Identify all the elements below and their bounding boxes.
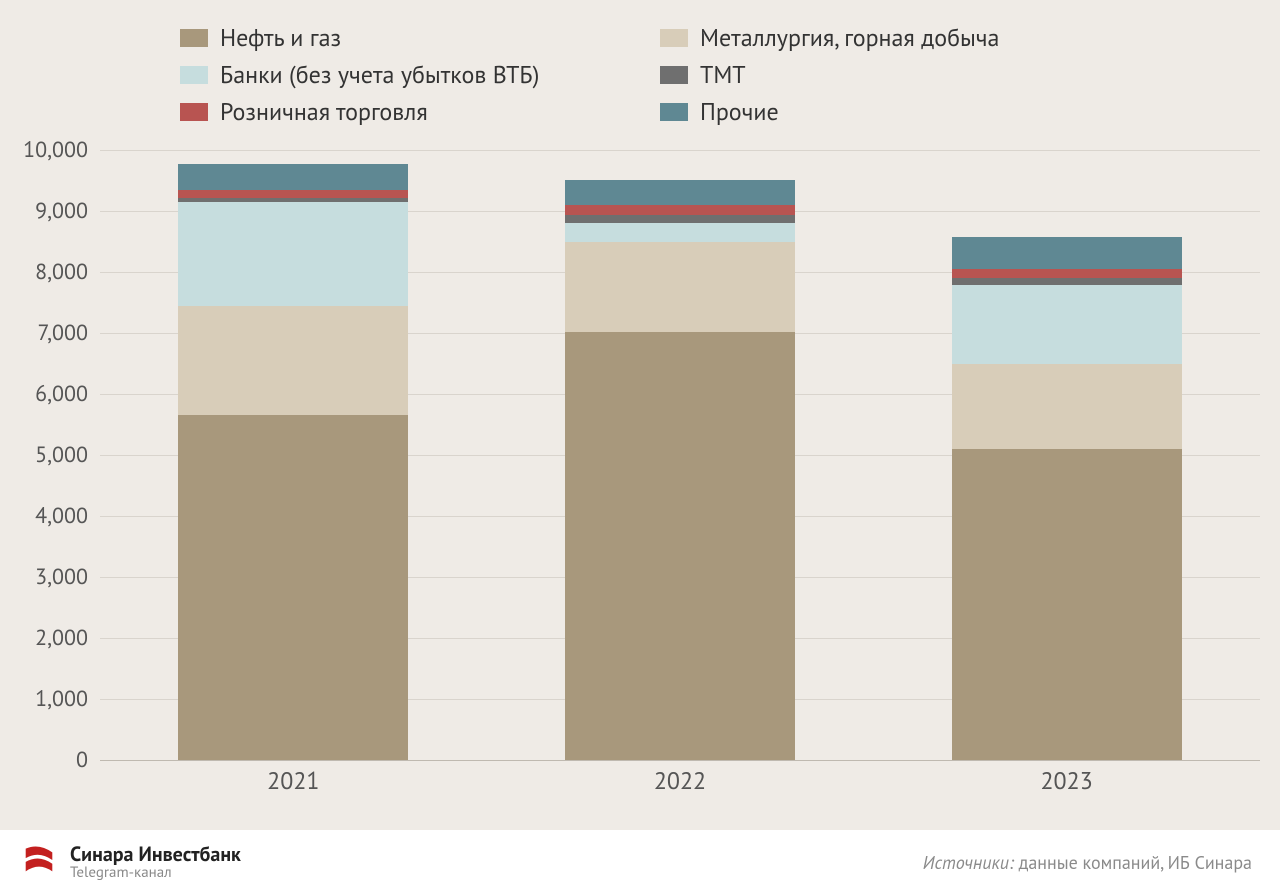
bar-2022 xyxy=(565,180,795,760)
x-label: 2021 xyxy=(178,765,408,796)
brand-name: Синара Инвестбанк xyxy=(70,844,241,865)
x-axis-labels: 2021 2022 2023 xyxy=(100,765,1260,796)
brand-subtitle: Telegram-канал xyxy=(70,865,241,881)
y-tick-label: 4,000 xyxy=(35,502,88,530)
bars-container xyxy=(100,150,1260,760)
plot-area: 01,0002,0003,0004,0005,0006,0007,0008,00… xyxy=(100,150,1260,760)
bar-segment-retail xyxy=(565,205,795,215)
bar-segment-metals xyxy=(952,364,1182,449)
x-label: 2022 xyxy=(565,765,795,796)
legend-item-oil-gas: Нефть и газ xyxy=(180,22,600,53)
bar-segment-metals xyxy=(565,242,795,332)
y-tick-label: 5,000 xyxy=(35,441,88,469)
bar-segment-banks xyxy=(178,202,408,306)
bar-segment-retail xyxy=(178,190,408,199)
legend-label: Розничная торговля xyxy=(220,96,428,127)
legend-item-metals: Металлургия, горная добыча xyxy=(660,22,1140,53)
y-tick-label: 8,000 xyxy=(35,258,88,286)
source-text: данные компаний, ИБ Синара xyxy=(1014,851,1252,874)
bar-segment-banks xyxy=(952,285,1182,363)
legend: Нефть и газ Металлургия, горная добыча Б… xyxy=(180,22,1140,127)
bar-segment-oil_gas xyxy=(178,415,408,760)
bar-segment-oil_gas xyxy=(565,332,795,760)
bar-segment-tmt xyxy=(565,215,795,222)
bar-segment-retail xyxy=(952,269,1182,278)
y-tick-label: 6,000 xyxy=(35,380,88,408)
legend-swatch xyxy=(180,66,208,84)
bar-segment-other xyxy=(952,237,1182,269)
chart: Нефть и газ Металлургия, горная добыча Б… xyxy=(0,0,1280,830)
y-tick-label: 10,000 xyxy=(23,136,88,164)
legend-label: Металлургия, горная добыча xyxy=(700,22,999,53)
y-tick-label: 3,000 xyxy=(35,563,88,591)
legend-swatch xyxy=(660,66,688,84)
gridline xyxy=(100,760,1260,761)
bar-2021 xyxy=(178,164,408,760)
legend-item-banks: Банки (без учета убытков ВТБ) xyxy=(180,59,600,90)
brand-text: Синара Инвестбанк Telegram-канал xyxy=(70,844,241,881)
y-tick-label: 2,000 xyxy=(35,624,88,652)
source-caption: Источники: данные компаний, ИБ Синара xyxy=(923,851,1252,874)
bar-segment-other xyxy=(178,164,408,190)
bar-2023 xyxy=(952,237,1182,760)
y-tick-label: 0 xyxy=(76,746,88,774)
legend-label: Прочие xyxy=(700,96,779,127)
legend-label: Банки (без учета убытков ВТБ) xyxy=(220,59,539,90)
y-tick-label: 7,000 xyxy=(38,319,89,347)
legend-label: ТМТ xyxy=(700,59,746,90)
page: Нефть и газ Металлургия, горная добыча Б… xyxy=(0,0,1280,894)
legend-item-tmt: ТМТ xyxy=(660,59,1140,90)
legend-item-other: Прочие xyxy=(660,96,1140,127)
legend-item-retail: Розничная торговля xyxy=(180,96,600,127)
bar-segment-tmt xyxy=(952,278,1182,285)
y-tick-label: 1,000 xyxy=(35,685,88,713)
brand: Синара Инвестбанк Telegram-канал xyxy=(20,841,241,884)
bar-segment-oil_gas xyxy=(952,449,1182,760)
brand-logo-icon xyxy=(20,841,58,884)
x-label: 2023 xyxy=(952,765,1182,796)
footer: Синара Инвестбанк Telegram-канал Источни… xyxy=(0,830,1280,894)
bar-segment-other xyxy=(565,180,795,205)
bar-segment-metals xyxy=(178,306,408,416)
legend-swatch xyxy=(660,29,688,47)
legend-swatch xyxy=(180,103,208,121)
source-label: Источники: xyxy=(923,851,1014,874)
legend-swatch xyxy=(180,29,208,47)
legend-label: Нефть и газ xyxy=(220,22,341,53)
legend-swatch xyxy=(660,103,688,121)
bar-segment-banks xyxy=(565,223,795,243)
y-tick-label: 9,000 xyxy=(35,197,88,225)
